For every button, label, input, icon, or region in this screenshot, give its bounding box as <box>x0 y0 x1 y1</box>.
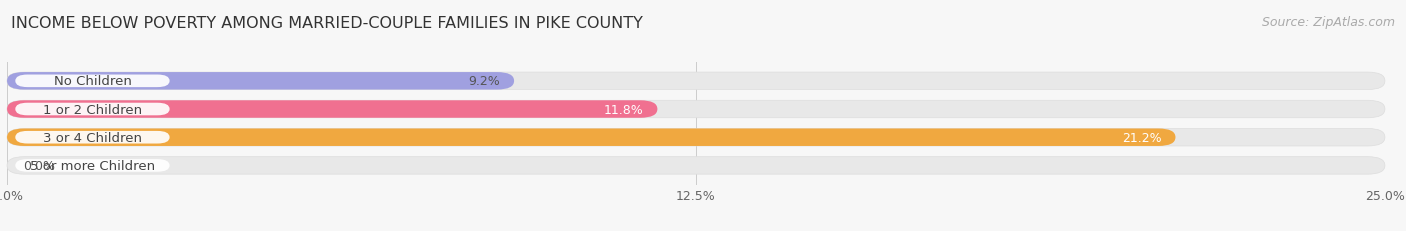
Text: 11.8%: 11.8% <box>603 103 644 116</box>
FancyBboxPatch shape <box>15 103 170 116</box>
Text: INCOME BELOW POVERTY AMONG MARRIED-COUPLE FAMILIES IN PIKE COUNTY: INCOME BELOW POVERTY AMONG MARRIED-COUPL… <box>11 16 643 31</box>
Text: 0.0%: 0.0% <box>24 159 56 172</box>
Text: Source: ZipAtlas.com: Source: ZipAtlas.com <box>1261 16 1395 29</box>
FancyBboxPatch shape <box>7 101 1385 118</box>
Text: 21.2%: 21.2% <box>1122 131 1161 144</box>
FancyBboxPatch shape <box>7 129 1385 146</box>
FancyBboxPatch shape <box>7 73 515 90</box>
FancyBboxPatch shape <box>7 101 658 118</box>
FancyBboxPatch shape <box>7 157 1385 174</box>
Text: 3 or 4 Children: 3 or 4 Children <box>44 131 142 144</box>
FancyBboxPatch shape <box>15 131 170 144</box>
Text: 5 or more Children: 5 or more Children <box>30 159 155 172</box>
Text: 9.2%: 9.2% <box>468 75 501 88</box>
FancyBboxPatch shape <box>7 73 1385 90</box>
Text: 1 or 2 Children: 1 or 2 Children <box>44 103 142 116</box>
FancyBboxPatch shape <box>7 129 1175 146</box>
Text: No Children: No Children <box>53 75 131 88</box>
FancyBboxPatch shape <box>15 75 170 88</box>
FancyBboxPatch shape <box>15 159 170 172</box>
